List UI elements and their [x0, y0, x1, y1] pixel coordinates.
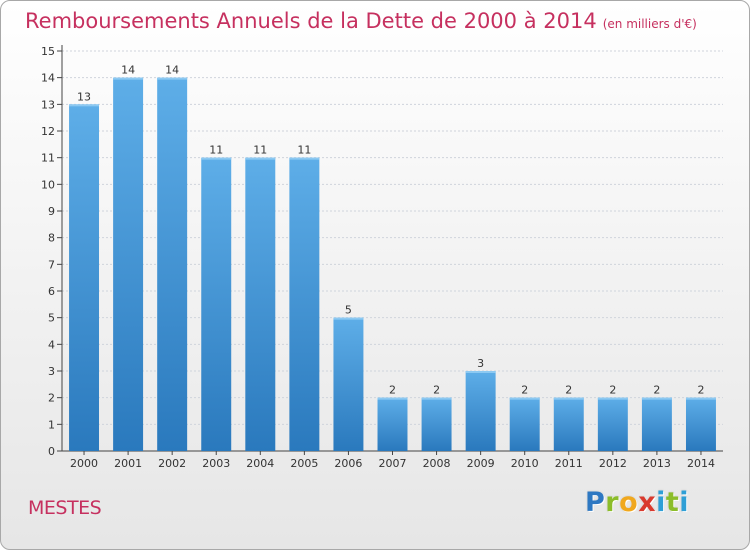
- bar-highlight: [685, 397, 716, 400]
- brand-letter: r: [605, 487, 620, 518]
- x-tick-label: 2009: [467, 457, 495, 470]
- bar-highlight: [553, 397, 584, 400]
- bar-highlight: [597, 397, 628, 400]
- bar: [421, 397, 452, 451]
- y-tick-label: 15: [41, 45, 55, 58]
- x-tick-label: 2014: [687, 457, 715, 470]
- y-tick-label: 11: [41, 152, 55, 165]
- y-tick-label: 7: [48, 258, 55, 271]
- chart-title-text: Remboursements Annuels de la Dette de 20…: [25, 9, 597, 33]
- x-tick-label: 2010: [511, 457, 539, 470]
- bar: [553, 397, 584, 451]
- y-tick-label: 1: [48, 418, 55, 431]
- y-tick-label: 3: [48, 365, 55, 378]
- bar-highlight: [157, 77, 188, 80]
- bar-highlight: [641, 397, 672, 400]
- brand-letter: i: [679, 487, 690, 518]
- bar: [509, 397, 540, 451]
- bar-highlight: [333, 317, 364, 320]
- y-tick-label: 0: [48, 445, 55, 458]
- brand-letter: t: [665, 487, 680, 518]
- x-tick-label: 2006: [334, 457, 362, 470]
- bar: [289, 157, 320, 451]
- place-name: MESTES: [28, 497, 102, 519]
- y-tick-label: 5: [48, 312, 55, 325]
- brand-letter: i: [656, 487, 666, 518]
- y-tick-label: 13: [41, 98, 55, 111]
- bar: [113, 77, 144, 452]
- chart-subtitle: (en milliers d'€): [602, 17, 697, 31]
- bar: [333, 317, 364, 451]
- bar: [685, 397, 716, 451]
- x-tick-label: 2001: [114, 457, 142, 470]
- brand-letter: o: [619, 487, 639, 518]
- data-label: 2: [609, 384, 616, 397]
- x-tick-label: 2004: [246, 457, 274, 470]
- bar-highlight: [201, 157, 232, 160]
- x-tick-label: 2005: [290, 457, 318, 470]
- data-label: 11: [297, 144, 311, 157]
- data-label: 11: [253, 144, 267, 157]
- data-label: 11: [209, 144, 223, 157]
- y-tick-label: 14: [41, 72, 55, 85]
- x-tick-label: 2013: [643, 457, 671, 470]
- y-tick-label: 10: [41, 178, 55, 191]
- x-tick-label: 2008: [423, 457, 451, 470]
- bar: [157, 77, 188, 452]
- bar: [465, 371, 496, 451]
- bar: [245, 157, 276, 451]
- bar-highlight: [509, 397, 540, 400]
- bar-highlight: [289, 157, 320, 160]
- data-label: 2: [697, 384, 704, 397]
- y-tick-label: 9: [48, 205, 55, 218]
- bar-highlight: [421, 397, 452, 400]
- x-tick-label: 2003: [202, 457, 230, 470]
- y-tick-label: 4: [48, 338, 55, 351]
- data-label: 2: [433, 384, 440, 397]
- x-tick-label: 2011: [555, 457, 583, 470]
- bar-highlight: [245, 157, 276, 160]
- bar-highlight: [69, 104, 100, 107]
- bar-highlight: [465, 371, 496, 373]
- data-label: 5: [345, 304, 352, 317]
- data-label: 2: [521, 384, 528, 397]
- x-tick-label: 2007: [379, 457, 407, 470]
- bar: [641, 397, 672, 451]
- x-tick-label: 2000: [70, 457, 98, 470]
- bar-highlight: [113, 77, 144, 80]
- brand-letter: x: [638, 487, 657, 518]
- brand-logo: Proxiti: [585, 487, 689, 518]
- data-label: 2: [389, 384, 396, 397]
- data-label: 3: [477, 357, 484, 370]
- bar: [201, 157, 232, 451]
- data-label: 14: [165, 64, 179, 77]
- bar: [69, 104, 100, 451]
- chart-title: Remboursements Annuels de la Dette de 20…: [25, 9, 697, 33]
- data-label: 2: [565, 384, 572, 397]
- bar: [377, 397, 408, 451]
- y-tick-label: 6: [48, 285, 55, 298]
- y-tick-label: 2: [48, 392, 55, 405]
- y-tick-label: 8: [48, 232, 55, 245]
- brand-letter: P: [585, 487, 606, 518]
- data-label: 14: [121, 64, 135, 77]
- data-label: 13: [77, 90, 91, 103]
- bar-highlight: [377, 397, 408, 400]
- x-tick-label: 2012: [599, 457, 627, 470]
- y-tick-label: 12: [41, 125, 55, 138]
- bar: [597, 397, 628, 451]
- data-label: 2: [653, 384, 660, 397]
- x-tick-label: 2002: [158, 457, 186, 470]
